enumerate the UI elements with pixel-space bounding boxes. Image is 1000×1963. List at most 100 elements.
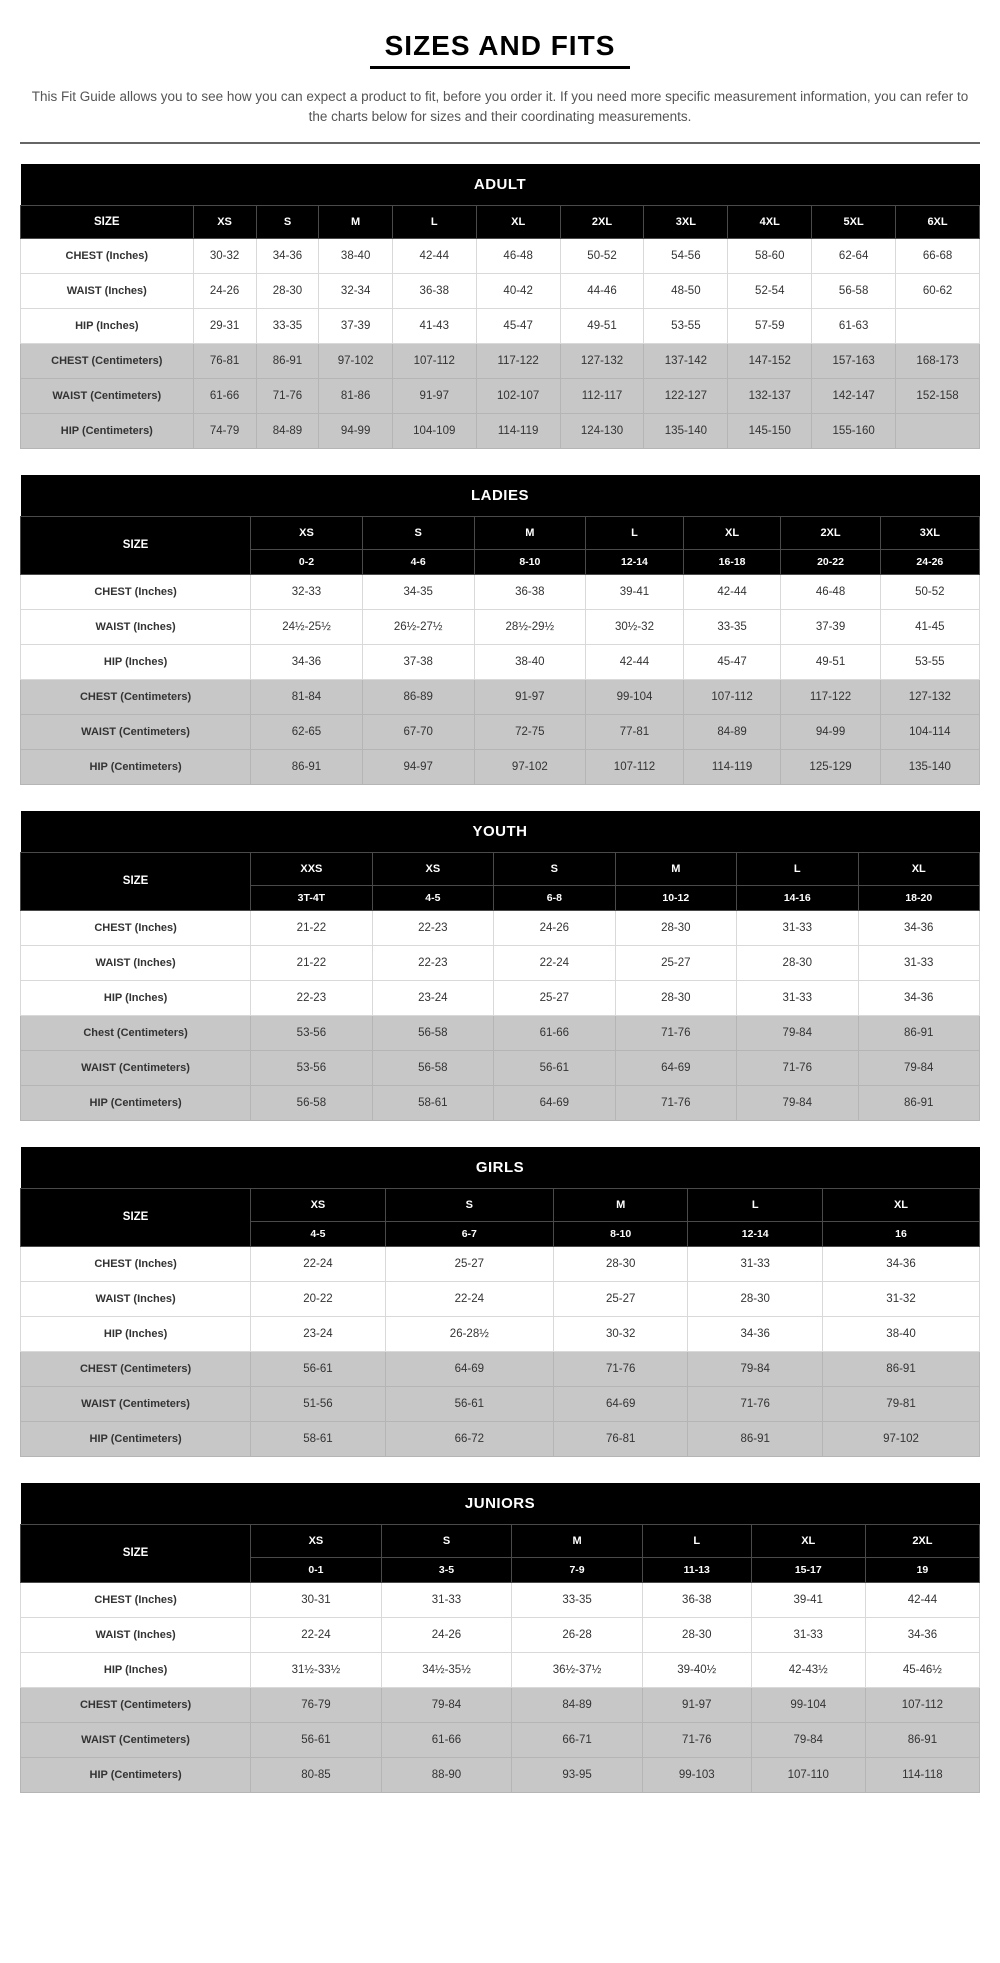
cell: 56-58 (372, 1050, 493, 1085)
cell: 25-27 (553, 1281, 688, 1316)
cell: 97-102 (474, 749, 586, 784)
size-label-header: SIZE (21, 1524, 251, 1582)
size-header: 5XL (812, 205, 896, 238)
cell: 31-33 (737, 980, 858, 1015)
cell: 50-52 (880, 574, 979, 609)
cell: 42-44 (586, 644, 684, 679)
cell: 32-34 (319, 273, 392, 308)
size-subheader: 0-1 (251, 1557, 382, 1582)
size-header: 2XL (865, 1524, 979, 1557)
size-subheader: 12-14 (688, 1221, 823, 1246)
cell: 102-107 (476, 378, 560, 413)
size-header: XS (251, 1524, 382, 1557)
row-label: CHEST (Centimeters) (21, 343, 194, 378)
size-subheader: 19 (865, 1557, 979, 1582)
table-row: HIP (Inches)23-2426-28½30-3234-3638-40 (21, 1316, 980, 1351)
cell: 64-69 (385, 1351, 553, 1386)
size-header: L (392, 205, 476, 238)
size-header: 3XL (644, 205, 728, 238)
cell: 124-130 (560, 413, 644, 448)
cell: 79-84 (737, 1015, 858, 1050)
row-label: CHEST (Inches) (21, 910, 251, 945)
size-header: M (319, 205, 392, 238)
cell: 22-23 (372, 910, 493, 945)
row-label: HIP (Inches) (21, 308, 194, 343)
size-label-header: SIZE (21, 1188, 251, 1246)
cell: 33-35 (512, 1582, 643, 1617)
cell: 127-132 (880, 679, 979, 714)
size-header: L (688, 1188, 823, 1221)
cell: 26-28 (512, 1617, 643, 1652)
cell: 41-43 (392, 308, 476, 343)
row-label: CHEST (Inches) (21, 574, 251, 609)
cell: 66-71 (512, 1722, 643, 1757)
table-row: Chest (Centimeters)53-5656-5861-6671-767… (21, 1015, 980, 1050)
cell: 62-64 (812, 238, 896, 273)
size-subheader: 14-16 (737, 885, 858, 910)
size-header: XL (751, 1524, 865, 1557)
cell: 107-112 (683, 679, 781, 714)
size-header: S (494, 852, 615, 885)
cell: 81-84 (251, 679, 363, 714)
cell: 114-118 (865, 1757, 979, 1792)
cell: 72-75 (474, 714, 586, 749)
row-label: HIP (Centimeters) (21, 1421, 251, 1456)
cell: 30-31 (251, 1582, 382, 1617)
size-header: XL (858, 852, 980, 885)
cell: 86-91 (858, 1085, 980, 1120)
cell: 45-46½ (865, 1652, 979, 1687)
cell: 91-97 (642, 1687, 751, 1722)
cell: 97-102 (823, 1421, 980, 1456)
cell: 34-36 (858, 910, 980, 945)
cell: 114-119 (683, 749, 781, 784)
row-label: HIP (Centimeters) (21, 413, 194, 448)
cell: 61-66 (381, 1722, 512, 1757)
cell: 79-84 (751, 1722, 865, 1757)
cell: 64-69 (494, 1085, 615, 1120)
cell: 21-22 (251, 910, 372, 945)
cell: 135-140 (644, 413, 728, 448)
table-row: HIP (Inches)22-2323-2425-2728-3031-3334-… (21, 980, 980, 1015)
table-row: CHEST (Centimeters)76-7979-8484-8991-979… (21, 1687, 980, 1722)
row-label: WAIST (Inches) (21, 1617, 251, 1652)
table-row: WAIST (Centimeters)51-5656-6164-6971-767… (21, 1386, 980, 1421)
row-label: WAIST (Centimeters) (21, 378, 194, 413)
cell: 34-36 (858, 980, 980, 1015)
cell: 29-31 (193, 308, 256, 343)
size-subheader: 12-14 (586, 549, 684, 574)
size-subheader: 8-10 (553, 1221, 688, 1246)
size-header: S (381, 1524, 512, 1557)
cell (896, 308, 980, 343)
cell: 122-127 (644, 378, 728, 413)
row-label: CHEST (Centimeters) (21, 1351, 251, 1386)
size-header: M (553, 1188, 688, 1221)
cell: 62-65 (251, 714, 363, 749)
cell: 22-23 (251, 980, 372, 1015)
page-title: SIZES AND FITS (20, 30, 980, 62)
cell: 77-81 (586, 714, 684, 749)
cell: 107-112 (586, 749, 684, 784)
table-row: CHEST (Centimeters)76-8186-9197-102107-1… (21, 343, 980, 378)
cell: 86-89 (362, 679, 474, 714)
cell: 56-58 (372, 1015, 493, 1050)
cell: 53-56 (251, 1050, 372, 1085)
cell: 56-61 (251, 1351, 386, 1386)
cell: 99-103 (642, 1757, 751, 1792)
cell: 57-59 (728, 308, 812, 343)
cell: 36-38 (392, 273, 476, 308)
size-header: S (256, 205, 319, 238)
cell: 79-84 (688, 1351, 823, 1386)
cell: 58-61 (372, 1085, 493, 1120)
size-header: 4XL (728, 205, 812, 238)
size-subheader: 4-5 (372, 885, 493, 910)
size-header: XS (372, 852, 493, 885)
cell: 64-69 (553, 1386, 688, 1421)
cell: 37-39 (319, 308, 392, 343)
table-row: WAIST (Inches)22-2424-2626-2828-3031-333… (21, 1617, 980, 1652)
cell: 56-61 (251, 1722, 382, 1757)
cell: 52-54 (728, 273, 812, 308)
cell: 142-147 (812, 378, 896, 413)
cell: 28-30 (256, 273, 319, 308)
cell (896, 413, 980, 448)
cell: 80-85 (251, 1757, 382, 1792)
